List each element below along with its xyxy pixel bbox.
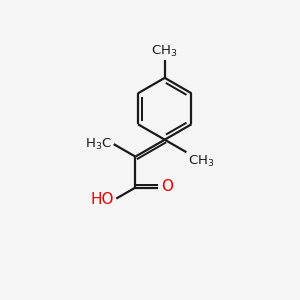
Text: HO: HO — [90, 192, 114, 207]
Text: CH$_3$: CH$_3$ — [188, 154, 214, 169]
Text: CH$_3$: CH$_3$ — [152, 44, 178, 59]
Text: H$_3$C: H$_3$C — [85, 136, 112, 152]
Text: O: O — [161, 178, 173, 194]
